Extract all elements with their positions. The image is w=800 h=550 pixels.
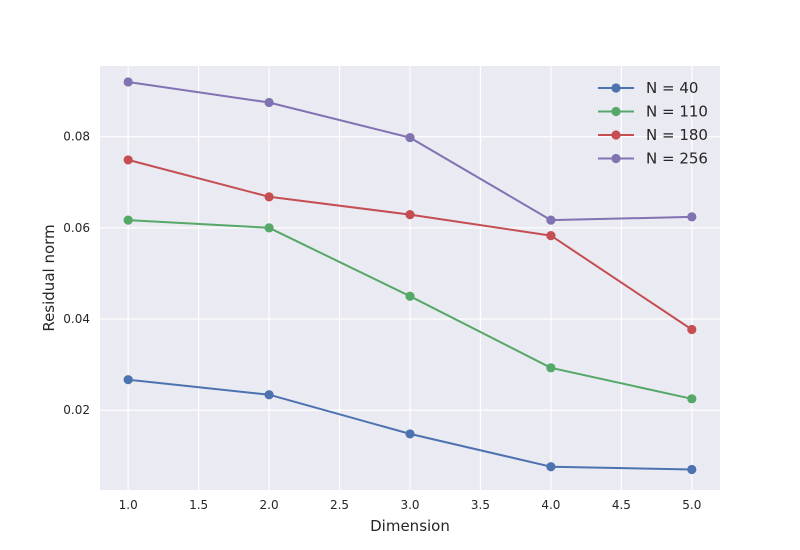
x-axis-label: Dimension [370, 517, 450, 535]
series-group [123, 215, 697, 404]
data-point [687, 212, 697, 222]
legend-label: N = 180 [646, 126, 708, 144]
data-point [123, 77, 133, 87]
x-tick-label: 4.5 [612, 498, 631, 512]
y-tick-label: 0.06 [63, 221, 90, 235]
series-lines [123, 77, 697, 475]
data-point [687, 394, 697, 404]
legend-item: N = 180 [598, 126, 708, 144]
data-point [264, 390, 274, 400]
legend-marker [611, 106, 621, 117]
data-point [405, 210, 415, 220]
data-point [264, 97, 274, 108]
series-group [123, 77, 697, 225]
y-axis-label: Residual norm [40, 224, 58, 331]
data-point [546, 215, 556, 225]
legend-label: N = 40 [646, 79, 698, 97]
data-point [123, 155, 133, 165]
x-tick-label: 4.0 [541, 498, 560, 512]
legend-item: N = 110 [598, 103, 708, 121]
data-point [546, 363, 556, 373]
data-point [687, 324, 697, 335]
legend-item: N = 40 [598, 79, 698, 97]
data-point [405, 291, 415, 301]
data-point [264, 223, 274, 233]
data-point [546, 231, 556, 241]
x-tick-label: 2.0 [260, 498, 279, 512]
legend-marker [611, 83, 621, 93]
x-tick-label: 1.0 [119, 498, 138, 512]
legend-marker [611, 130, 621, 140]
x-tick-label: 2.5 [330, 498, 349, 512]
series-group [123, 155, 697, 335]
grid-lines [100, 66, 720, 490]
legend: N = 40 N = 110 N = 180 N = 256 [598, 79, 708, 168]
legend-label: N = 110 [646, 103, 708, 121]
data-point [123, 375, 133, 385]
series-group [123, 375, 697, 475]
x-tick-label: 5.0 [682, 498, 701, 512]
y-tick-label: 0.04 [63, 312, 90, 326]
y-axis-ticks: 0.02 0.04 0.06 0.08 [63, 130, 90, 418]
x-axis-ticks: 1.0 1.5 2.0 2.5 3.0 3.5 4.0 4.5 5.0 [119, 498, 702, 512]
x-tick-label: 1.5 [189, 498, 208, 512]
data-point [687, 464, 697, 475]
data-point [123, 215, 133, 225]
legend-label: N = 256 [646, 150, 708, 168]
y-tick-label: 0.08 [63, 130, 90, 144]
data-point [546, 462, 556, 472]
data-point [405, 132, 415, 143]
legend-item: N = 256 [598, 150, 708, 168]
x-tick-label: 3.0 [400, 498, 419, 512]
x-tick-label: 3.5 [471, 498, 490, 512]
data-point [264, 192, 274, 202]
legend-marker [611, 153, 621, 164]
y-tick-label: 0.02 [63, 403, 90, 417]
data-point [405, 429, 415, 439]
